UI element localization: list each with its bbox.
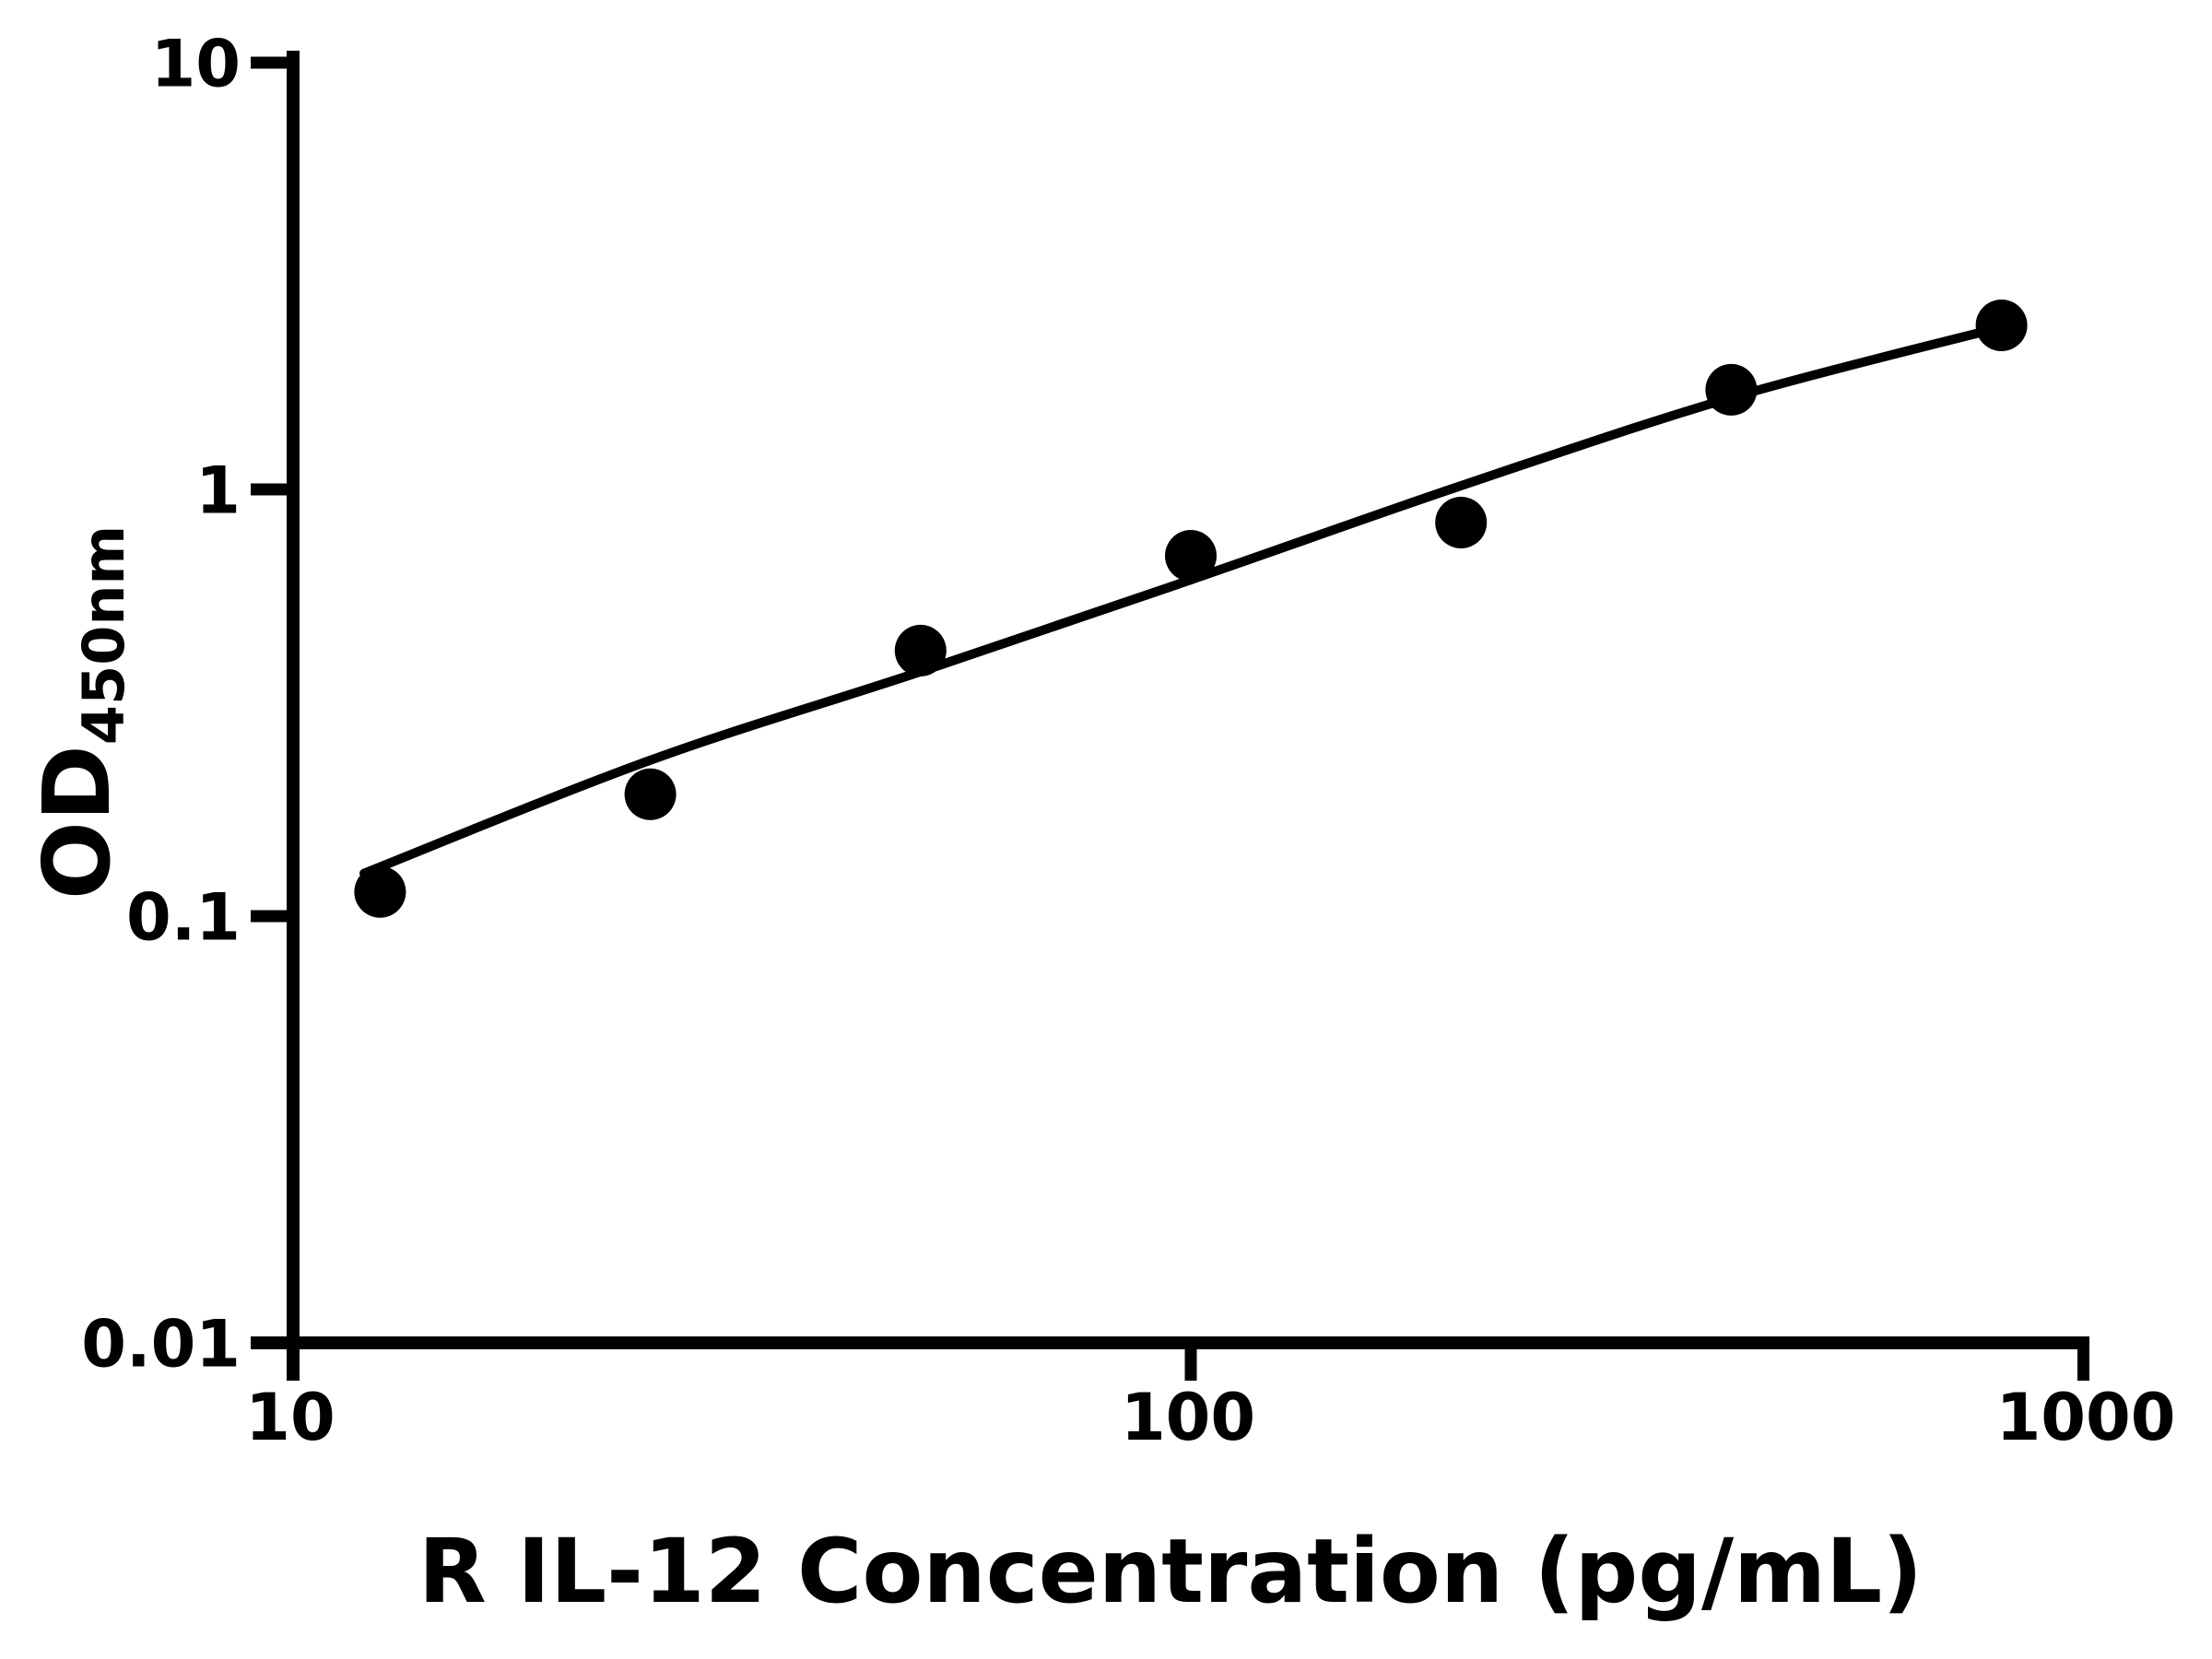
y-tick-label: 1 [195,453,241,529]
x-tick-label: 1000 [1996,1380,2176,1455]
axis-ticks [251,56,2089,1381]
y-axis-title-subscript: 450nm [70,525,137,745]
data-point [1165,530,1217,582]
y-axis-title-main: OD [23,745,131,900]
x-axis-title: R IL-12 Concentration (pg/mL) [418,1520,1923,1623]
fit-curve-group [359,323,2006,878]
data-point [354,865,406,918]
y-tick-label: 10 [151,27,241,102]
y-tick-label: 0.01 [81,1307,241,1382]
data-point [1705,363,1758,416]
data-point [1975,300,2028,351]
data-point [894,624,947,677]
fit-curve [359,323,2006,878]
data-point [1435,497,1488,548]
x-tick-label: 10 [245,1380,335,1455]
data-points-group [354,300,2028,918]
y-axis-title: OD450nm [23,525,137,900]
y-tick-label: 0.1 [126,880,241,956]
x-tick-label: 100 [1121,1380,1255,1455]
data-point [624,768,677,820]
axes [251,51,2089,1381]
